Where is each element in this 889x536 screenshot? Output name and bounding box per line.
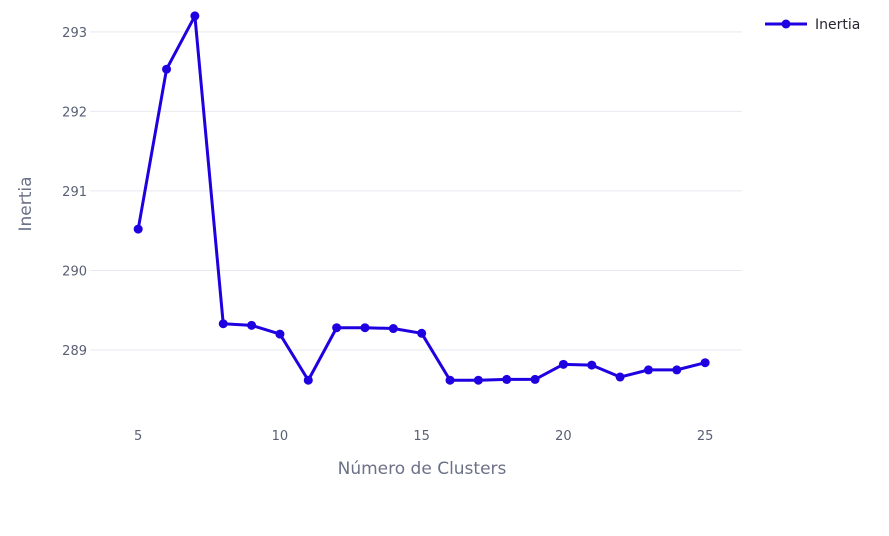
x-tick-labels: 5 10 15 20 25 bbox=[134, 429, 713, 444]
x-tick-label-25: 25 bbox=[697, 429, 714, 444]
data-point-15[interactable] bbox=[417, 328, 427, 338]
legend-label-inertia: Inertia bbox=[815, 17, 860, 33]
data-point-17[interactable] bbox=[473, 375, 483, 385]
data-point-10[interactable] bbox=[275, 329, 285, 339]
data-point-8[interactable] bbox=[218, 319, 228, 329]
data-point-16[interactable] bbox=[445, 375, 455, 385]
y-tick-labels: 289 290 291 292 293 bbox=[62, 26, 87, 359]
data-point-20[interactable] bbox=[558, 359, 568, 369]
data-point-9[interactable] bbox=[247, 320, 257, 330]
y-tick-label-290: 290 bbox=[62, 264, 87, 279]
data-point-7[interactable] bbox=[190, 11, 200, 21]
data-point-13[interactable] bbox=[360, 323, 370, 333]
data-point-25[interactable] bbox=[700, 358, 710, 368]
x-tick-label-10: 10 bbox=[272, 429, 289, 444]
data-point-19[interactable] bbox=[530, 374, 540, 384]
y-tick-label-291: 291 bbox=[62, 185, 87, 200]
data-point-12[interactable] bbox=[332, 323, 342, 333]
y-tick-label-292: 292 bbox=[62, 105, 87, 120]
y-gridlines bbox=[90, 31, 742, 351]
data-point-24[interactable] bbox=[672, 365, 682, 375]
data-point-21[interactable] bbox=[587, 360, 597, 370]
series-layer bbox=[133, 11, 710, 385]
data-point-5[interactable] bbox=[133, 224, 143, 234]
y-axis-title: Inertia bbox=[16, 176, 36, 231]
legend[interactable]: Inertia bbox=[765, 17, 860, 33]
data-point-14[interactable] bbox=[388, 324, 398, 334]
data-point-23[interactable] bbox=[643, 365, 653, 375]
data-point-6[interactable] bbox=[162, 64, 172, 74]
legend-marker-swatch bbox=[781, 19, 791, 29]
x-axis-title: Número de Clusters bbox=[338, 459, 507, 479]
data-point-22[interactable] bbox=[615, 372, 625, 382]
y-tick-label-293: 293 bbox=[62, 26, 87, 41]
x-tick-label-20: 20 bbox=[555, 429, 572, 444]
x-tick-label-15: 15 bbox=[413, 429, 430, 444]
data-point-18[interactable] bbox=[502, 374, 512, 384]
data-point-11[interactable] bbox=[303, 375, 313, 385]
x-tick-label-5: 5 bbox=[134, 429, 142, 444]
y-tick-label-289: 289 bbox=[62, 344, 87, 359]
